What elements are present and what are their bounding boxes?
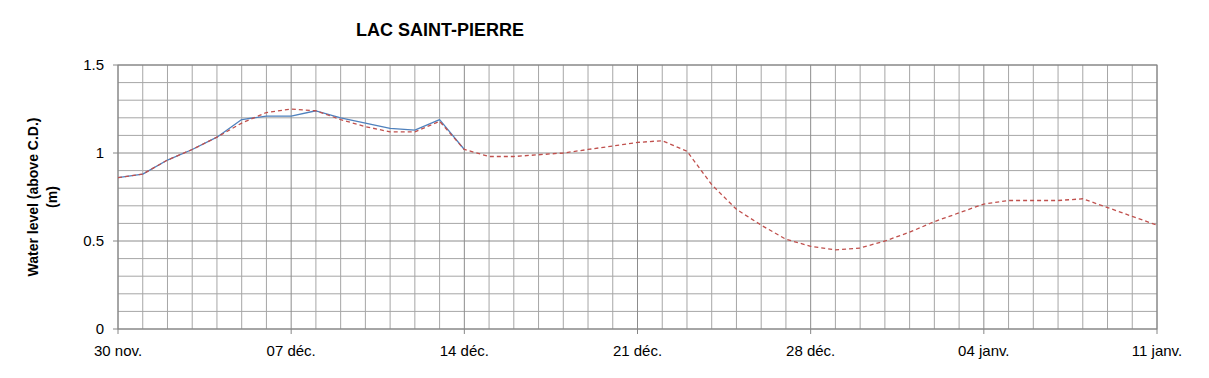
x-tick-label: 21 déc. <box>613 342 662 359</box>
minor-grid-line <box>959 65 960 329</box>
minor-grid-line <box>662 65 663 329</box>
minor-grid-line <box>761 65 762 329</box>
minor-grid-line <box>884 65 885 329</box>
x-tick <box>983 329 984 334</box>
x-tick-label: 04 janv. <box>958 342 1009 359</box>
y-tick <box>113 153 118 154</box>
x-tick <box>637 329 638 334</box>
x-tick-label: 28 déc. <box>786 342 835 359</box>
y-axis-label: (m) <box>44 186 60 208</box>
minor-grid-line <box>390 65 391 329</box>
minor-grid-line <box>241 65 242 329</box>
x-tick <box>1157 329 1158 334</box>
series-line <box>118 111 464 178</box>
minor-grid-line <box>192 65 193 329</box>
x-tick <box>464 329 465 334</box>
x-tick <box>118 329 119 334</box>
grid-line <box>464 65 465 329</box>
minor-grid-line <box>588 65 589 329</box>
minor-grid-line <box>1132 65 1133 329</box>
minor-grid-line <box>909 65 910 329</box>
axes: 0 0.5 1 1.5 30 nov. 07 déc. 14 déc. 21 déc. 28 d… <box>83 56 1182 359</box>
y-tick-label: 0 <box>96 320 104 337</box>
minor-grid-line <box>835 65 836 329</box>
minor-grid-line <box>1033 65 1034 329</box>
minor-grid-line <box>266 65 267 329</box>
x-tick-label: 30 nov. <box>94 342 142 359</box>
x-tick-label: 07 déc. <box>267 342 316 359</box>
title: LAC SAINT-PIERRE <box>356 20 524 40</box>
minor-grid-line <box>563 65 564 329</box>
minor-grid-line <box>711 65 712 329</box>
minor-grid-line <box>365 65 366 329</box>
minor-grid-line <box>315 65 316 329</box>
grid-line <box>637 65 638 329</box>
x-tick <box>291 329 292 334</box>
minor-grid-line <box>167 65 168 329</box>
x-tick-label: 14 déc. <box>440 342 489 359</box>
minor-grid-line <box>414 65 415 329</box>
series-group <box>118 109 1157 250</box>
plot-frame <box>118 65 1157 329</box>
minor-grid-line <box>785 65 786 329</box>
minor-grid-line <box>1008 65 1009 329</box>
minor-grid-line <box>686 65 687 329</box>
grid-line <box>810 65 811 329</box>
y-tick-label: 1.5 <box>83 56 104 73</box>
y-tick-label: 0.5 <box>83 232 104 249</box>
minor-grid-line <box>736 65 737 329</box>
chart: 0 0.5 1 1.5 30 nov. 07 déc. 14 déc. 21 déc. 28 d… <box>0 0 1209 378</box>
y-tick-label: 1 <box>96 144 104 161</box>
y-tick <box>113 65 118 66</box>
y-tick <box>113 241 118 242</box>
minor-grid-line <box>538 65 539 329</box>
minor-grid-line <box>860 65 861 329</box>
grid-line <box>291 65 292 329</box>
grid-line <box>983 65 984 329</box>
x-tick-label: 11 janv. <box>1132 342 1182 359</box>
series-line <box>118 109 1157 250</box>
minor-grid-line <box>439 65 440 329</box>
minor-grid-line <box>1058 65 1059 329</box>
minor-grid-line <box>612 65 613 329</box>
minor-grid-line <box>513 65 514 329</box>
y-tick <box>113 329 118 330</box>
x-tick <box>810 329 811 334</box>
minor-grid-line <box>216 65 217 329</box>
minor-grid-line <box>489 65 490 329</box>
minor-grid-line <box>340 65 341 329</box>
y-axis-label: Water level (above C.D.) <box>25 118 41 277</box>
minor-grid-line <box>1107 65 1108 329</box>
minor-grid-line <box>1082 65 1083 329</box>
minor-grid-line <box>142 65 143 329</box>
grid <box>118 65 1157 329</box>
minor-grid-line <box>934 65 935 329</box>
